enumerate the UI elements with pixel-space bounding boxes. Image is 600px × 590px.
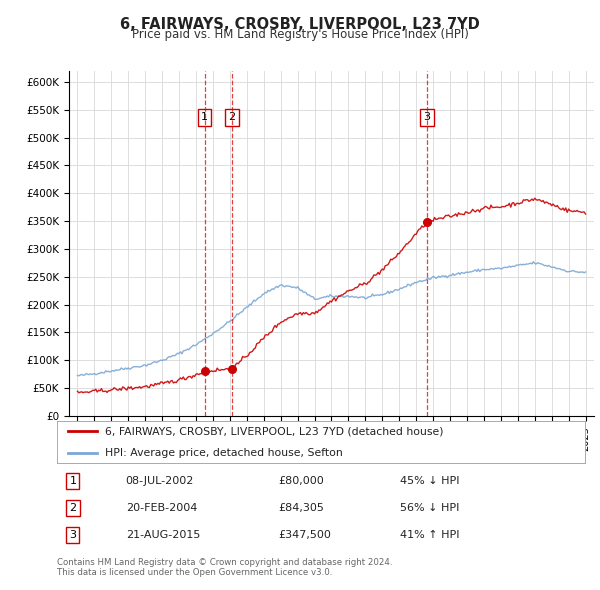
- Text: 6, FAIRWAYS, CROSBY, LIVERPOOL, L23 7YD (detached house): 6, FAIRWAYS, CROSBY, LIVERPOOL, L23 7YD …: [104, 427, 443, 436]
- Text: 2: 2: [229, 113, 236, 122]
- Text: £347,500: £347,500: [279, 530, 332, 540]
- Text: 3: 3: [70, 530, 76, 540]
- Text: 1: 1: [70, 476, 76, 486]
- Text: 21-AUG-2015: 21-AUG-2015: [125, 530, 200, 540]
- Text: HPI: Average price, detached house, Sefton: HPI: Average price, detached house, Seft…: [104, 448, 342, 457]
- Text: Price paid vs. HM Land Registry's House Price Index (HPI): Price paid vs. HM Land Registry's House …: [131, 28, 469, 41]
- Text: Contains HM Land Registry data © Crown copyright and database right 2024.
This d: Contains HM Land Registry data © Crown c…: [57, 558, 392, 577]
- Text: 08-JUL-2002: 08-JUL-2002: [125, 476, 194, 486]
- Text: 56% ↓ HPI: 56% ↓ HPI: [400, 503, 460, 513]
- Text: 2: 2: [69, 503, 76, 513]
- Text: 41% ↑ HPI: 41% ↑ HPI: [400, 530, 460, 540]
- Text: 20-FEB-2004: 20-FEB-2004: [125, 503, 197, 513]
- Text: £80,000: £80,000: [279, 476, 325, 486]
- Text: 1: 1: [202, 113, 208, 122]
- Text: £84,305: £84,305: [279, 503, 325, 513]
- Text: 45% ↓ HPI: 45% ↓ HPI: [400, 476, 460, 486]
- Text: 6, FAIRWAYS, CROSBY, LIVERPOOL, L23 7YD: 6, FAIRWAYS, CROSBY, LIVERPOOL, L23 7YD: [120, 17, 480, 31]
- Text: 3: 3: [424, 113, 431, 122]
